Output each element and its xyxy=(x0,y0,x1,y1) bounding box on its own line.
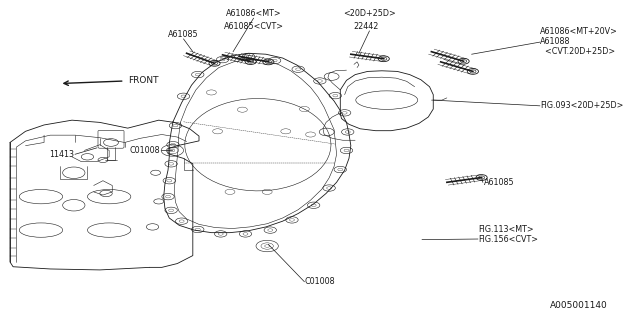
Text: A61085: A61085 xyxy=(168,30,199,39)
Text: FIG.156<CVT>: FIG.156<CVT> xyxy=(478,235,538,244)
Text: A61086<MT>: A61086<MT> xyxy=(226,9,282,18)
Text: <CVT.20D+25D>: <CVT.20D+25D> xyxy=(540,47,615,56)
Text: <20D+25D>: <20D+25D> xyxy=(343,9,396,18)
Text: A005001140: A005001140 xyxy=(550,301,608,310)
Text: A61085<CVT>: A61085<CVT> xyxy=(223,22,284,31)
Text: 22442: 22442 xyxy=(354,22,379,31)
Text: FIG.113<MT>: FIG.113<MT> xyxy=(478,225,534,234)
Text: 11413: 11413 xyxy=(49,150,74,159)
Text: FRONT: FRONT xyxy=(128,76,158,85)
Text: A61088: A61088 xyxy=(540,37,570,46)
Text: C01008: C01008 xyxy=(130,146,161,155)
Text: A61086<MT+20V>: A61086<MT+20V> xyxy=(540,27,618,36)
Text: FIG.093<20D+25D>: FIG.093<20D+25D> xyxy=(540,101,623,110)
Text: C01008: C01008 xyxy=(305,277,335,286)
Text: A61085: A61085 xyxy=(484,178,515,187)
